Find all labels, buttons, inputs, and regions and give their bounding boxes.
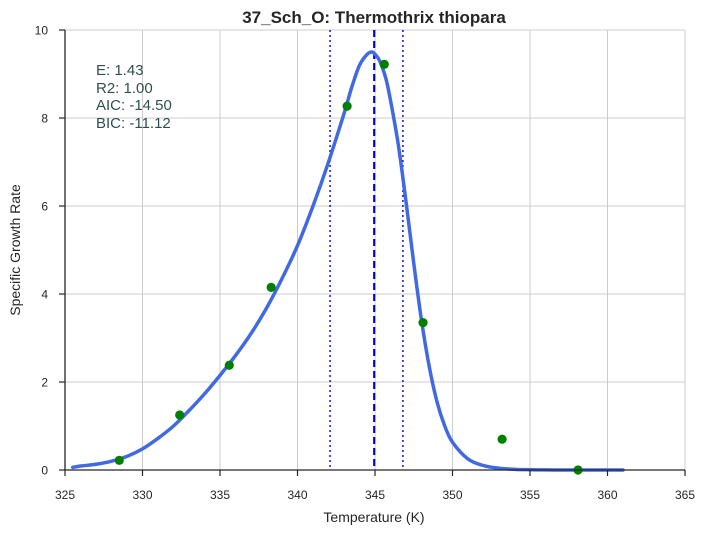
y-tick-label: 6 <box>41 200 48 214</box>
x-tick-label: 340 <box>287 488 307 502</box>
x-tick-label: 360 <box>597 488 617 502</box>
y-tick-label: 8 <box>41 112 48 126</box>
data-points <box>114 59 583 475</box>
data-point <box>379 59 389 69</box>
y-tick-label: 2 <box>41 376 48 390</box>
y-tick-label: 4 <box>41 288 48 302</box>
x-tick-label: 335 <box>210 488 230 502</box>
x-tick-label: 325 <box>55 488 75 502</box>
stats-annotation: E: 1.43 R2: 1.00 AIC: -14.50 BIC: -11.12 <box>96 62 172 132</box>
stat-bic: BIC: -11.12 <box>96 115 171 132</box>
data-point <box>114 455 124 465</box>
stat-e: E: 1.43 <box>96 62 144 79</box>
data-point <box>342 101 352 111</box>
x-tick-label: 365 <box>675 488 695 502</box>
data-point <box>224 360 234 370</box>
reference-lines <box>329 30 404 470</box>
axes <box>59 29 686 476</box>
chart-title: 37_Sch_O: Thermothrix thiopara <box>242 8 506 27</box>
y-tick-label: 10 <box>35 24 49 38</box>
data-point <box>266 282 276 292</box>
x-tick-label: 355 <box>520 488 540 502</box>
x-tick-label: 350 <box>442 488 462 502</box>
stat-r2: R2: 1.00 <box>96 80 153 97</box>
x-tick-label: 330 <box>132 488 152 502</box>
y-axis-label: Specific Growth Rate <box>7 184 23 316</box>
stat-aic: AIC: -14.50 <box>96 97 172 114</box>
y-tick-label: 0 <box>41 464 48 478</box>
tick-labels: 325 330 335 340 345 350 355 360 365 0 2 4 6 8 10 <box>35 24 696 503</box>
x-tick-label: 345 <box>365 488 385 502</box>
data-point <box>175 410 185 420</box>
x-axis-label: Temperature (K) <box>323 509 424 525</box>
data-point <box>497 434 507 444</box>
data-point <box>418 318 428 328</box>
